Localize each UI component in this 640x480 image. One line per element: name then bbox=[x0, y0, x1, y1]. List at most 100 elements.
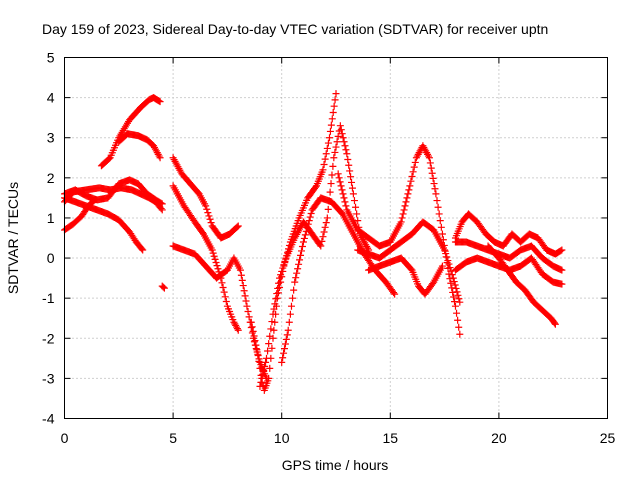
data-point bbox=[289, 294, 297, 302]
data-point bbox=[267, 325, 275, 333]
data-point bbox=[156, 154, 164, 162]
data-point bbox=[339, 190, 347, 198]
data-point bbox=[341, 142, 349, 150]
data-point bbox=[311, 183, 319, 191]
data-point bbox=[445, 260, 453, 268]
data-point bbox=[291, 278, 299, 286]
data-point bbox=[157, 199, 165, 207]
data-point bbox=[283, 331, 291, 339]
data-point bbox=[155, 152, 163, 160]
data-point bbox=[262, 354, 270, 362]
data-point bbox=[328, 171, 336, 179]
data-point bbox=[158, 206, 166, 214]
data-point bbox=[436, 217, 444, 225]
data-point bbox=[334, 170, 342, 178]
data-point bbox=[335, 174, 343, 182]
x-axis-label: GPS time / hours bbox=[282, 457, 389, 473]
data-point bbox=[159, 283, 167, 291]
data-point bbox=[212, 259, 220, 267]
y-tick-label: 5 bbox=[47, 50, 55, 66]
data-point bbox=[297, 251, 305, 259]
data-point bbox=[453, 288, 461, 296]
data-point bbox=[438, 230, 446, 238]
data-point bbox=[448, 271, 456, 279]
data-point bbox=[203, 205, 211, 213]
data-point bbox=[265, 374, 273, 382]
data-point bbox=[218, 279, 226, 287]
data-point bbox=[336, 122, 344, 130]
y-tick-label: 0 bbox=[47, 250, 55, 266]
data-point bbox=[298, 242, 306, 250]
data-point bbox=[278, 358, 286, 366]
data-point bbox=[264, 347, 272, 355]
data-point bbox=[255, 357, 263, 365]
data-point bbox=[329, 162, 337, 170]
data-point bbox=[317, 242, 325, 250]
data-point bbox=[349, 190, 357, 198]
data-point bbox=[207, 219, 215, 227]
chart-title: Day 159 of 2023, Sidereal Day-to-day VTE… bbox=[42, 21, 548, 37]
data-point bbox=[277, 271, 285, 279]
data-point bbox=[204, 209, 212, 217]
data-point bbox=[240, 287, 248, 295]
data-point bbox=[434, 203, 442, 211]
data-marks bbox=[61, 90, 566, 394]
data-point bbox=[272, 295, 280, 303]
data-point bbox=[261, 362, 269, 370]
data-point bbox=[323, 214, 331, 222]
data-point bbox=[280, 349, 288, 357]
data-point bbox=[156, 98, 164, 106]
data-point bbox=[284, 326, 292, 334]
data-point bbox=[446, 264, 454, 272]
data-point bbox=[90, 197, 98, 205]
data-point bbox=[444, 257, 452, 265]
data-point bbox=[256, 382, 264, 390]
data-point bbox=[443, 253, 451, 261]
data-point bbox=[456, 330, 464, 338]
data-point bbox=[424, 152, 432, 160]
data-point bbox=[211, 255, 219, 263]
data-point bbox=[401, 202, 409, 210]
data-point bbox=[408, 172, 416, 180]
data-point bbox=[410, 163, 418, 171]
x-tick-label: 25 bbox=[600, 430, 616, 446]
data-point bbox=[306, 213, 314, 221]
data-point bbox=[340, 138, 348, 146]
data-point bbox=[452, 284, 460, 292]
data-point bbox=[296, 256, 304, 264]
data-point bbox=[558, 246, 566, 254]
data-point bbox=[435, 210, 443, 218]
series-track-20 bbox=[484, 242, 559, 328]
data-point bbox=[331, 148, 339, 156]
data-point bbox=[295, 260, 303, 268]
x-tick-label: 10 bbox=[274, 430, 290, 446]
data-point bbox=[219, 283, 227, 291]
data-point bbox=[280, 345, 288, 353]
data-point bbox=[334, 132, 342, 140]
data-point bbox=[447, 279, 455, 287]
data-point bbox=[326, 127, 334, 135]
data-point bbox=[259, 370, 267, 378]
y-tick-label: -4 bbox=[42, 411, 55, 427]
data-point bbox=[307, 209, 315, 217]
data-point bbox=[409, 168, 417, 176]
data-point bbox=[286, 310, 294, 318]
data-point bbox=[252, 341, 260, 349]
data-point bbox=[551, 320, 559, 328]
data-point bbox=[303, 224, 311, 232]
data-point bbox=[276, 274, 284, 282]
data-point bbox=[325, 134, 333, 142]
data-point bbox=[248, 323, 256, 331]
series-track-8 bbox=[169, 154, 242, 242]
y-tick-label: 1 bbox=[47, 210, 55, 226]
data-point bbox=[220, 288, 228, 296]
data-point bbox=[273, 290, 281, 298]
y-tick-label: 3 bbox=[47, 130, 55, 146]
data-point bbox=[279, 264, 287, 272]
data-point bbox=[322, 219, 330, 227]
data-point bbox=[319, 233, 327, 241]
data-point bbox=[266, 364, 274, 372]
data-point bbox=[456, 298, 464, 306]
data-point bbox=[451, 281, 459, 289]
x-tick-label: 5 bbox=[169, 430, 177, 446]
